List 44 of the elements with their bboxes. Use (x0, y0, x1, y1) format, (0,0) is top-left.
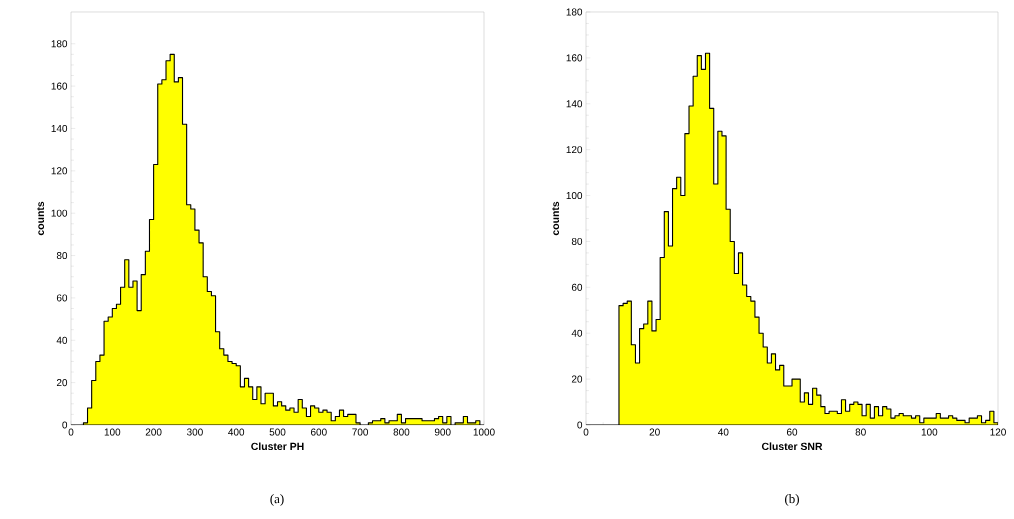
y-tick-label: 180 (51, 40, 68, 48)
x-tick-label: 40 (718, 428, 729, 436)
y-tick-label: 40 (56, 336, 68, 344)
y-tick-label: 60 (56, 294, 68, 302)
y-tick-label: 160 (51, 82, 68, 90)
x-tick-label: 0 (583, 428, 589, 436)
y-tick-label: 60 (571, 283, 583, 291)
x-tick-label: 300 (186, 428, 203, 436)
y-axis-title: counts (37, 201, 45, 236)
x-tick-label: 0 (68, 428, 74, 436)
y-axis-title: counts (552, 201, 560, 236)
x-tick-label: 500 (269, 428, 286, 436)
x-tick-label: 100 (104, 428, 121, 436)
y-tick-label: 120 (566, 146, 583, 154)
x-tick-label: 100 (921, 428, 938, 436)
y-tick-label: 40 (571, 329, 583, 337)
y-tick-label: 20 (56, 379, 68, 387)
x-tick-label: 80 (855, 428, 866, 436)
y-tick-label: 140 (51, 124, 68, 132)
y-tick-label: 140 (566, 100, 583, 108)
x-axis-title: Cluster PH (251, 442, 304, 451)
y-tick-label: 180 (566, 8, 583, 16)
x-tick-label: 1000 (473, 428, 495, 436)
x-tick-label: 20 (649, 428, 660, 436)
y-tick-label: 80 (571, 237, 583, 245)
x-tick-label: 700 (352, 428, 369, 436)
y-tick-label: 0 (62, 421, 68, 429)
y-tick-label: 100 (51, 209, 68, 217)
y-tick-label: 100 (566, 192, 583, 200)
x-tick-label: 600 (311, 428, 327, 436)
x-axis-title: Cluster SNR (761, 442, 823, 451)
y-tick-label: 80 (56, 252, 68, 260)
x-tick-label: 60 (786, 428, 798, 436)
x-tick-label: 900 (434, 428, 451, 436)
text: (a) (270, 494, 284, 506)
x-tick-label: 800 (393, 428, 410, 436)
y-tick-label: 160 (566, 54, 583, 62)
y-tick-label: 0 (577, 421, 583, 429)
x-tick-label: 120 (990, 428, 1006, 436)
x-tick-label: 200 (145, 428, 162, 436)
text: (b) (785, 494, 799, 506)
y-tick-label: 120 (51, 167, 68, 175)
x-tick-label: 400 (228, 428, 245, 436)
y-tick-label: 20 (571, 375, 583, 383)
